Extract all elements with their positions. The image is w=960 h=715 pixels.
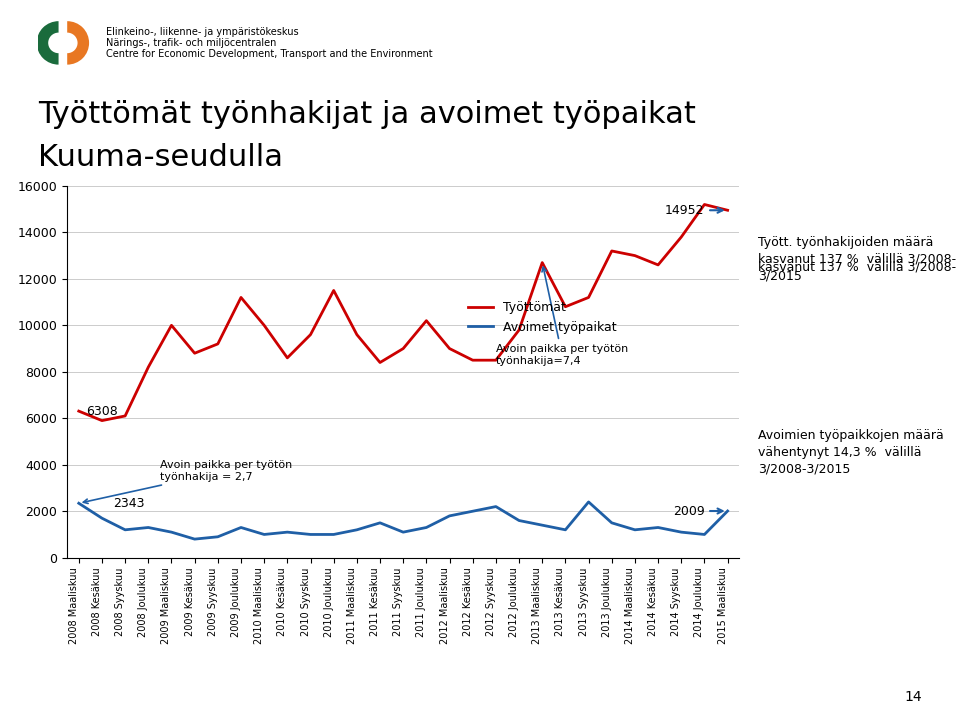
Text: Tyött. työnhakijoiden määrä
kasvanut 137 %  välillä 3/2008-
3/2015: Tyött. työnhakijoiden määrä kasvanut 137… bbox=[758, 236, 956, 283]
Wedge shape bbox=[67, 21, 89, 64]
Text: Elinkeino-, liikenne- ja ympäristökeskus: Elinkeino-, liikenne- ja ympäristökeskus bbox=[106, 27, 299, 37]
Text: Avoin paikka per työtön
työnhakija=7,4: Avoin paikka per työtön työnhakija=7,4 bbox=[496, 267, 628, 365]
Text: Närings-, trafik- och miljöcentralen: Närings-, trafik- och miljöcentralen bbox=[106, 38, 276, 48]
Text: Avoin paikka per työtön
työnhakija = 2,7: Avoin paikka per työtön työnhakija = 2,7 bbox=[84, 460, 292, 503]
Text: 14952: 14952 bbox=[665, 204, 723, 217]
Text: kasvanut 137 %  välillä 3/2008-: kasvanut 137 % välillä 3/2008- bbox=[758, 261, 956, 274]
Text: 14: 14 bbox=[904, 690, 922, 704]
Text: Centre for Economic Development, Transport and the Environment: Centre for Economic Development, Transpo… bbox=[106, 49, 432, 59]
Text: Kuuma-seudulla: Kuuma-seudulla bbox=[38, 142, 283, 172]
Text: 2009: 2009 bbox=[673, 505, 723, 518]
Legend: Työttömät, Avoimet työpaikat: Työttömät, Avoimet työpaikat bbox=[464, 296, 622, 338]
Text: 2343: 2343 bbox=[113, 497, 145, 510]
Wedge shape bbox=[36, 21, 59, 64]
Text: Avoimien työpaikkojen määrä
vähentynyt 14,3 %  välillä
3/2008-3/2015: Avoimien työpaikkojen määrä vähentynyt 1… bbox=[758, 429, 944, 476]
Text: Työttömät työnhakijat ja avoimet työpaikat: Työttömät työnhakijat ja avoimet työpaik… bbox=[38, 99, 696, 129]
Text: 6308: 6308 bbox=[85, 405, 117, 418]
